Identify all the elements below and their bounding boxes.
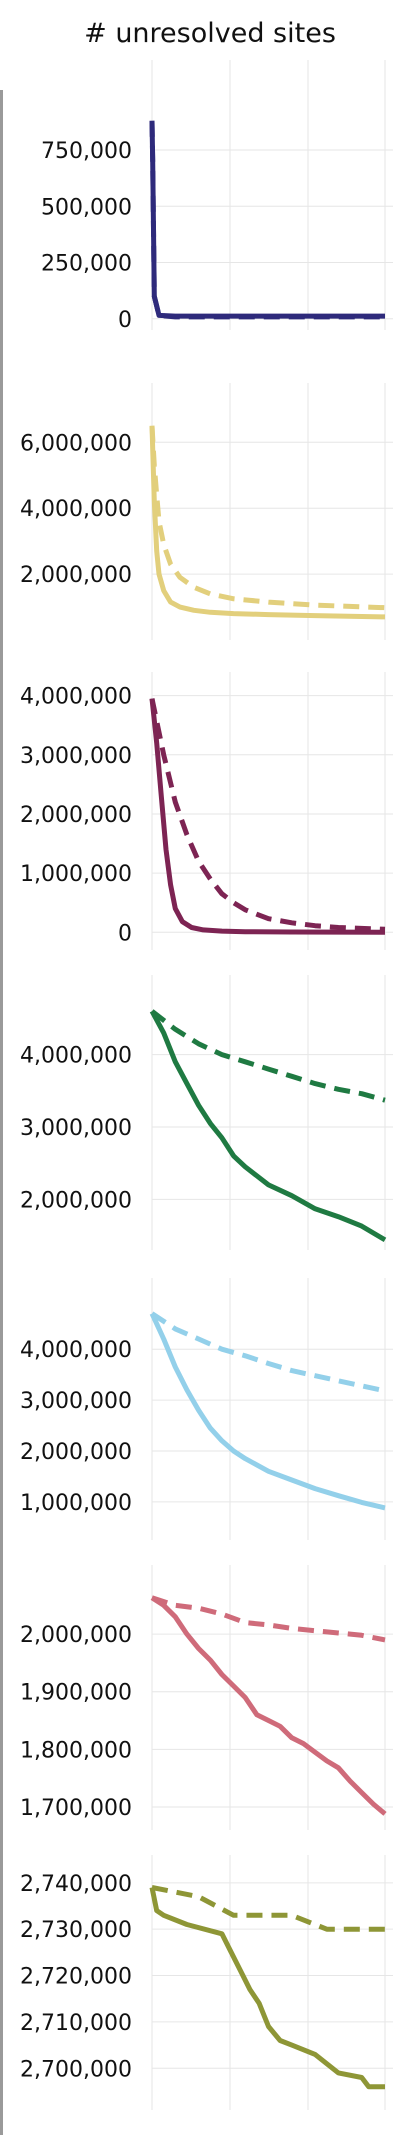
y-tick-label: 2,000,000 bbox=[20, 1623, 132, 1648]
y-tick-label: 2,000,000 bbox=[20, 1440, 132, 1465]
dashed-series-line bbox=[149, 698, 386, 932]
y-tick-label: 2,000,000 bbox=[20, 803, 132, 828]
y-tick-label: 1,900,000 bbox=[20, 1681, 132, 1706]
panel-3: 0 1,000,000 2,000,000 3,000,000 4,000,000 bbox=[20, 672, 393, 950]
solid-series-line bbox=[149, 1010, 387, 1243]
panel-1: 0 250,000 500,000 750,000 bbox=[41, 60, 393, 333]
dashed-series-line bbox=[149, 120, 385, 320]
dashed-series-line bbox=[149, 425, 386, 611]
y-tick-label: 4,000,000 bbox=[20, 685, 132, 710]
y-tick-label: 1,000,000 bbox=[20, 1491, 132, 1516]
solid-series-line bbox=[150, 1595, 387, 1816]
dashed-series-line bbox=[151, 1885, 385, 1932]
left-border-rule bbox=[0, 90, 3, 2135]
y-tick-label: 2,700,000 bbox=[20, 2057, 132, 2082]
y-tick-label: 2,730,000 bbox=[20, 1918, 132, 1943]
panel-6: 1,700,000 1,800,000 1,900,000 2,000,000 bbox=[20, 1565, 393, 1830]
y-tick-label: 0 bbox=[118, 308, 132, 333]
y-tick-label: 1,800,000 bbox=[20, 1738, 132, 1763]
y-tick-label: 2,000,000 bbox=[20, 563, 132, 588]
panel-2: 2,000,000 4,000,000 6,000,000 bbox=[20, 383, 393, 640]
solid-series-line bbox=[149, 1312, 386, 1511]
y-tick-label: 4,000,000 bbox=[20, 1044, 132, 1069]
panel-5: 1,000,000 2,000,000 3,000,000 4,000,000 bbox=[20, 1278, 393, 1540]
y-tick-label: 250,000 bbox=[41, 252, 132, 277]
y-tick-label: 750,000 bbox=[41, 139, 132, 164]
y-tick-label: 3,000,000 bbox=[20, 1389, 132, 1414]
y-tick-label: 4,000,000 bbox=[20, 1338, 132, 1363]
dashed-series-line bbox=[150, 1009, 386, 1103]
dashed-series-line bbox=[150, 1311, 386, 1394]
y-tick-label: 2,740,000 bbox=[20, 1872, 132, 1897]
solid-series-line bbox=[149, 698, 386, 935]
solid-series-line bbox=[149, 425, 386, 620]
y-tick-label: 4,000,000 bbox=[20, 497, 132, 522]
y-tick-label: 3,000,000 bbox=[20, 744, 132, 769]
dashed-series-line bbox=[151, 1595, 386, 1643]
y-tick-label: 2,710,000 bbox=[20, 2011, 132, 2036]
panel-4: 2,000,000 3,000,000 4,000,000 bbox=[20, 975, 393, 1250]
y-tick-label: 0 bbox=[118, 921, 132, 946]
y-tick-label: 1,000,000 bbox=[20, 862, 132, 887]
panel-7: 2,700,000 2,710,000 2,720,000 2,730,000 2,74… bbox=[20, 1855, 393, 2110]
y-tick-label: 3,000,000 bbox=[20, 1116, 132, 1141]
chart-header-title: # unresolved sites bbox=[84, 18, 336, 49]
y-tick-label: 2,720,000 bbox=[20, 1965, 132, 1990]
y-tick-label: 1,700,000 bbox=[20, 1796, 132, 1821]
y-tick-label: 6,000,000 bbox=[20, 431, 132, 456]
y-tick-label: 2,000,000 bbox=[20, 1188, 132, 1213]
y-tick-label: 500,000 bbox=[41, 195, 132, 220]
solid-series-line bbox=[149, 1887, 385, 2090]
